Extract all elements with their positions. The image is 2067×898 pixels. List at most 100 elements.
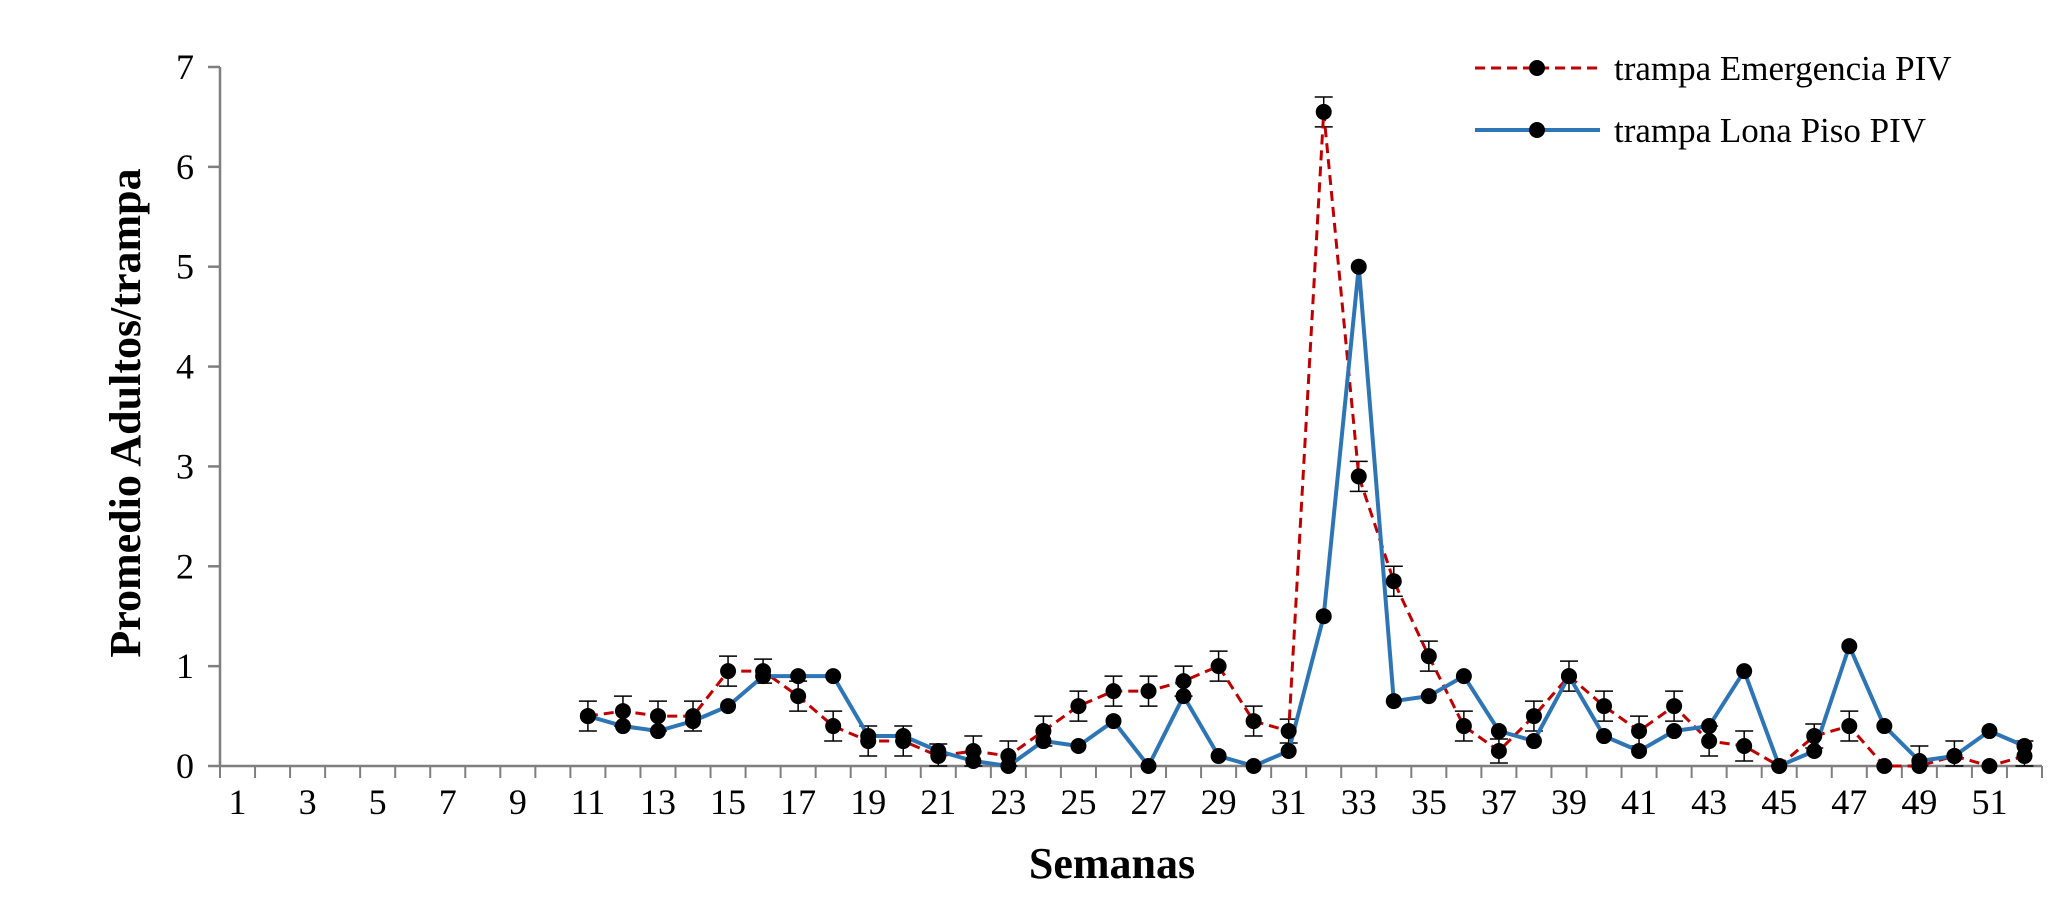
data-point-series-0 [1701, 733, 1718, 750]
data-point-series-1 [1455, 668, 1472, 685]
data-points [579, 103, 2033, 774]
data-point-series-1 [825, 668, 842, 685]
data-point-series-1 [1806, 743, 1823, 760]
data-point-series-0 [1280, 723, 1297, 740]
x-tick-label: 47 [1831, 782, 1867, 822]
x-tick-label: 7 [439, 782, 457, 822]
series-line-0 [587, 110, 2025, 768]
x-tick-label: 23 [990, 782, 1026, 822]
data-point-series-0 [1736, 738, 1753, 755]
data-point-series-0 [1490, 743, 1507, 760]
data-point-series-0 [1245, 713, 1262, 730]
data-point-series-0 [614, 703, 631, 720]
data-point-series-0 [1631, 723, 1648, 740]
x-tick-label: 33 [1341, 782, 1377, 822]
data-point-series-1 [1140, 758, 1157, 774]
data-point-series-0 [1806, 728, 1823, 745]
data-point-series-1 [860, 728, 877, 745]
data-point-series-1 [579, 708, 596, 725]
data-point-series-1 [790, 668, 807, 685]
data-point-series-0 [1841, 718, 1858, 735]
data-point-series-1 [1105, 713, 1122, 730]
data-point-series-1 [649, 723, 666, 740]
data-point-series-0 [1596, 698, 1613, 715]
data-point-series-1 [1876, 718, 1893, 735]
legend-marker-emergencia [1529, 60, 1545, 76]
x-tick-label: 21 [920, 782, 956, 822]
series-lines [587, 110, 2026, 768]
data-point-series-1 [1736, 663, 1753, 680]
data-point-series-0 [649, 708, 666, 725]
data-point-series-1 [1385, 693, 1402, 710]
x-tick-label: 51 [1971, 782, 2007, 822]
x-axis-title: Semanas [1029, 839, 1195, 888]
data-point-series-1 [1841, 638, 1858, 655]
data-point-series-1 [1000, 758, 1017, 774]
y-tick-label: 5 [176, 247, 194, 287]
x-tick-label: 29 [1201, 782, 1237, 822]
data-point-series-1 [1210, 748, 1227, 765]
x-tick-label: 27 [1131, 782, 1167, 822]
x-tick-label: 31 [1271, 782, 1307, 822]
data-point-series-1 [1666, 723, 1683, 740]
data-point-series-1 [614, 718, 631, 735]
x-tick-label: 39 [1551, 782, 1587, 822]
x-tick-label: 41 [1621, 782, 1657, 822]
data-point-series-1 [1315, 608, 1332, 625]
data-point-series-1 [1175, 688, 1192, 705]
x-tick-label: 35 [1411, 782, 1447, 822]
data-point-series-1 [895, 728, 912, 745]
data-point-series-1 [1701, 718, 1718, 735]
data-point-series-1 [755, 668, 772, 685]
data-point-series-0 [1175, 673, 1192, 690]
y-tick-label: 4 [176, 347, 194, 387]
x-tick-label: 13 [640, 782, 676, 822]
data-point-series-1 [1631, 743, 1648, 760]
x-tick-label: 43 [1691, 782, 1727, 822]
x-tick-label: 49 [1901, 782, 1937, 822]
data-point-series-0 [1385, 573, 1402, 590]
x-tick-label: 1 [229, 782, 247, 822]
legend-label-lona: trampa Lona Piso PIV [1614, 111, 1926, 150]
data-point-series-1 [1911, 753, 1928, 770]
data-point-series-1 [720, 698, 737, 715]
data-point-series-0 [1350, 468, 1367, 485]
data-point-series-1 [1560, 668, 1577, 685]
data-point-series-1 [2016, 738, 2033, 755]
data-point-series-1 [1035, 733, 1052, 750]
data-point-series-1 [1946, 748, 1963, 765]
data-point-series-0 [1315, 103, 1332, 120]
x-tick-label: 25 [1060, 782, 1096, 822]
legend-label-emergencia: trampa Emergencia PIV [1614, 49, 1952, 88]
data-point-series-1 [1525, 733, 1542, 750]
y-tick-label: 2 [176, 546, 194, 586]
x-tick-label: 3 [299, 782, 317, 822]
data-point-series-1 [1490, 723, 1507, 740]
x-tick-label: 15 [710, 782, 746, 822]
data-point-series-0 [1525, 708, 1542, 725]
data-point-series-0 [1981, 758, 1998, 774]
data-point-series-1 [1280, 743, 1297, 760]
data-point-series-1 [930, 743, 947, 760]
data-point-series-0 [1105, 683, 1122, 700]
y-tick-label: 1 [176, 646, 194, 686]
data-point-series-0 [1420, 648, 1437, 665]
data-point-series-1 [1350, 258, 1367, 275]
data-point-series-0 [720, 663, 737, 680]
x-tick-label: 5 [369, 782, 387, 822]
x-tick-label: 17 [780, 782, 816, 822]
data-point-series-1 [965, 753, 982, 770]
data-point-series-0 [1455, 718, 1472, 735]
data-point-series-0 [1210, 658, 1227, 675]
legend-marker-lona [1529, 122, 1545, 138]
data-point-series-0 [825, 718, 842, 735]
data-point-series-1 [1420, 688, 1437, 705]
legend: trampa Emergencia PIV trampa Lona Piso P… [1475, 49, 1952, 150]
data-point-series-0 [1666, 698, 1683, 715]
data-point-series-1 [1245, 758, 1262, 774]
y-tick-label: 3 [176, 446, 194, 486]
x-tick-label: 9 [509, 782, 527, 822]
